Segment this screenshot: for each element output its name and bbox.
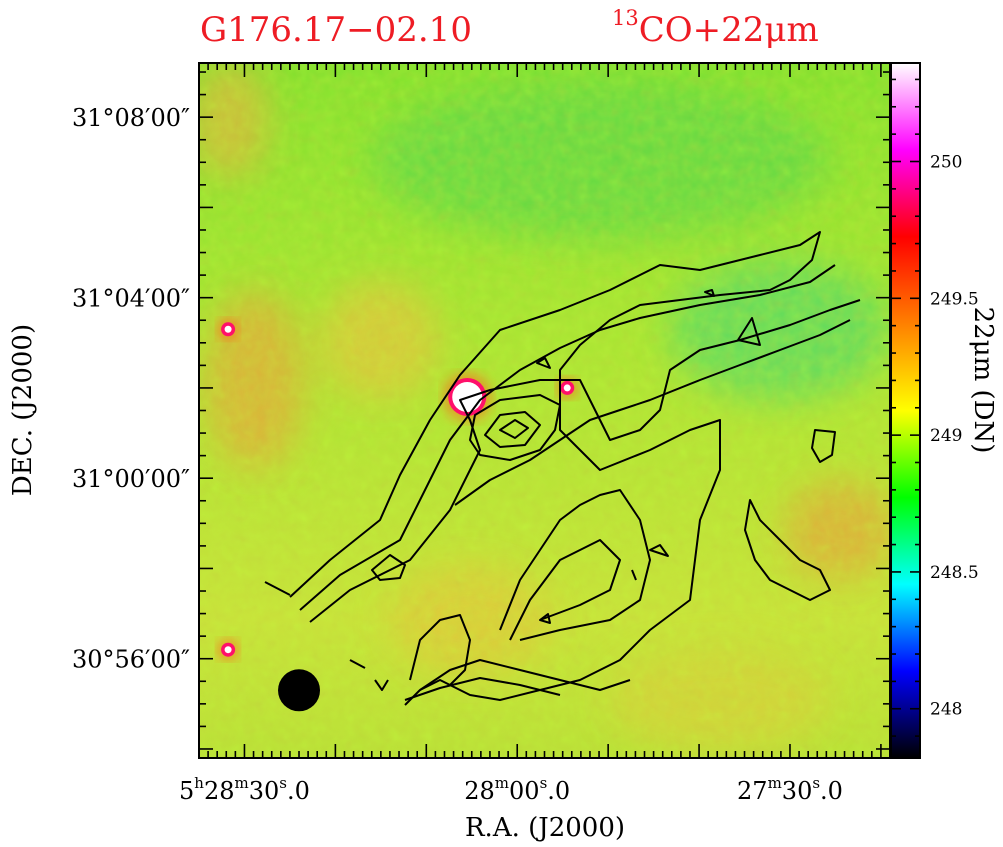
colorbar: 248 248.5 249 249.5 250 bbox=[890, 62, 979, 759]
contour-level-11 bbox=[419, 659, 631, 691]
colorbar-tick-label: 248.5 bbox=[930, 563, 979, 583]
colorbar-tick-label: 249.5 bbox=[930, 289, 979, 309]
x-axis-label: R.A. (J2000) bbox=[465, 813, 625, 843]
contour-level-17 bbox=[349, 659, 366, 669]
contour-level-15 bbox=[737, 317, 761, 346]
chart-title-source: G176.17−02.10 bbox=[200, 10, 472, 50]
x-tick-labels: 5h28m30s.0 28m00s.0 27m30s.0 bbox=[179, 774, 843, 805]
title-tracer-text: CO+22μm bbox=[639, 10, 819, 50]
colorbar-gradient bbox=[890, 62, 921, 759]
contour-level-3 bbox=[309, 299, 861, 623]
contour-level-21 bbox=[631, 569, 637, 581]
x-tick-label: 28m00s.0 bbox=[464, 774, 570, 805]
y-axis-label: DEC. (J2000) bbox=[8, 324, 38, 496]
contour-level-14 bbox=[811, 429, 836, 463]
contour-level-20 bbox=[649, 544, 669, 557]
image-22um bbox=[199, 63, 890, 758]
co-contours bbox=[264, 231, 861, 706]
point-source-2 bbox=[217, 638, 240, 661]
y-tick-label: 31°00′00″ bbox=[72, 465, 190, 493]
contour-level-18 bbox=[374, 679, 389, 691]
contour-level-1 bbox=[289, 231, 821, 706]
contour-level-5 bbox=[484, 411, 541, 448]
axis-ticks bbox=[198, 63, 891, 758]
contour-level-23 bbox=[536, 357, 551, 369]
chart-title-tracers: 13CO+22μm bbox=[612, 6, 819, 50]
x-tick-label: 5h28m30s.0 bbox=[179, 774, 310, 805]
colorbar-tick-label: 248 bbox=[930, 700, 962, 720]
point-source-1 bbox=[217, 318, 240, 341]
contour-level-9 bbox=[509, 539, 621, 641]
contour-level-12 bbox=[404, 677, 561, 701]
colorbar-tick-label: 249 bbox=[930, 426, 962, 446]
y-tick-labels: 31°08′00″ 31°04′00″ 31°00′00″ 30°56′00″ bbox=[72, 104, 190, 674]
y-tick-label: 31°04′00″ bbox=[72, 285, 190, 313]
beam-marker bbox=[278, 669, 321, 712]
colorbar-ticks bbox=[891, 78, 920, 737]
contour-level-19 bbox=[264, 581, 291, 596]
x-tick-label: 27m30s.0 bbox=[737, 774, 843, 805]
title-superscript: 13 bbox=[612, 6, 639, 30]
contour-level-7 bbox=[454, 319, 851, 506]
contour-level-8 bbox=[499, 489, 651, 641]
beam-circle bbox=[278, 669, 321, 712]
contour-level-6 bbox=[499, 419, 529, 439]
contour-level-22 bbox=[539, 613, 551, 624]
contour-level-13 bbox=[744, 499, 831, 601]
contour-level-24 bbox=[704, 289, 715, 297]
colorbar-tick-labels: 248 248.5 249 249.5 250 bbox=[930, 153, 979, 720]
contour-level-2 bbox=[299, 264, 836, 611]
colorbar-tick-label: 250 bbox=[930, 153, 962, 173]
contour-level-16 bbox=[371, 554, 406, 581]
y-tick-label: 31°08′00″ bbox=[72, 104, 190, 132]
y-tick-label: 30°56′00″ bbox=[72, 646, 190, 674]
contour-level-4 bbox=[469, 394, 561, 461]
contour-level-10 bbox=[409, 614, 471, 686]
colorbar-label: 22μm (DN) bbox=[968, 307, 998, 454]
point-source-4 bbox=[556, 376, 579, 399]
